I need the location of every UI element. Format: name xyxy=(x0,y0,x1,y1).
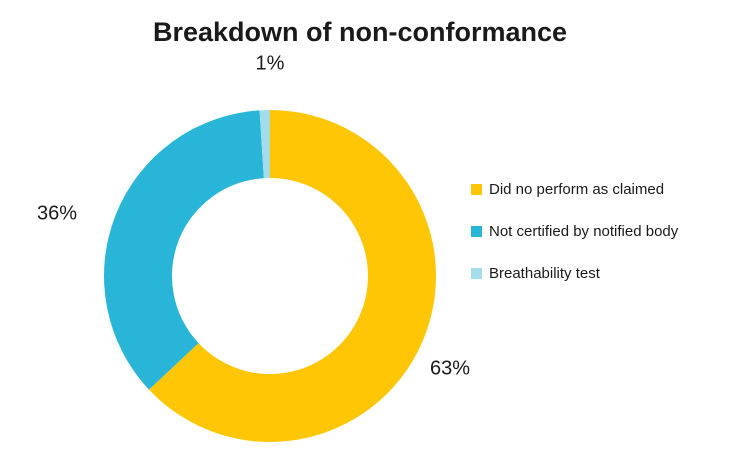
legend-label: Breathability test xyxy=(489,264,600,282)
donut-slices xyxy=(104,110,437,442)
data-label-2: 36% xyxy=(36,202,78,225)
chart-title: Breakdown of non-conformance xyxy=(152,17,568,47)
legend-item-1: Did no perform as claimed xyxy=(471,180,678,198)
donut-slice-2 xyxy=(104,110,264,390)
chart-legend: Did no perform as claimed Not certified b… xyxy=(471,180,679,282)
legend-swatch-icon xyxy=(471,183,482,195)
legend-item-2: Not certified by notified body xyxy=(471,222,679,240)
legend-label: Did no perform as claimed xyxy=(489,180,665,198)
legend-swatch-icon xyxy=(471,225,482,237)
data-label-1: 63% xyxy=(429,357,471,380)
legend-label: Not certified by notified body xyxy=(489,222,679,240)
donut-slice-3 xyxy=(259,110,270,179)
donut-slice-1 xyxy=(148,110,437,442)
legend-swatch-icon xyxy=(471,267,482,279)
legend-item-3: Breathability test xyxy=(471,264,678,282)
data-label-3: 1% xyxy=(255,52,285,75)
